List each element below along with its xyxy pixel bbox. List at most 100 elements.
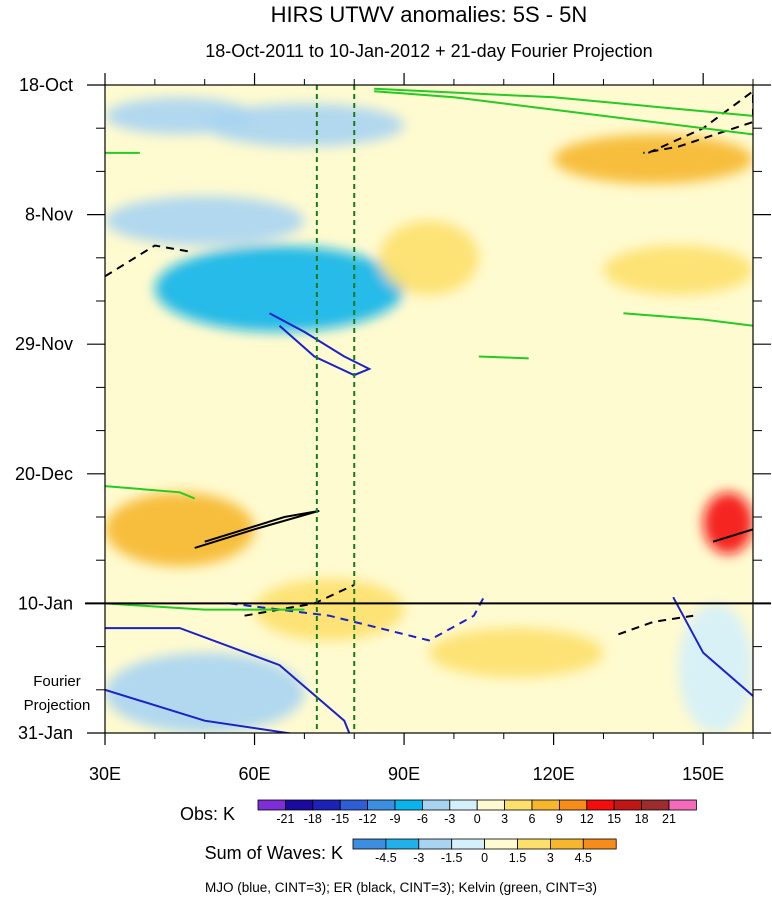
- obs-bar-swatch: [531, 799, 560, 811]
- waves-bar-level-label: 1.5: [509, 851, 526, 865]
- obs-bar-level-label: 9: [556, 812, 563, 826]
- waves-bar-level-label: 0: [481, 851, 488, 865]
- obs-bar-swatch: [394, 799, 423, 811]
- waves-colorbar-label: Sum of Waves: K: [205, 843, 343, 863]
- obs-bar-level-label: -3: [444, 812, 455, 826]
- anomaly-band-8: [105, 492, 255, 567]
- waves-bar-level-label: 3: [547, 851, 554, 865]
- obs-bar-level-label: 21: [662, 812, 676, 826]
- anomaly-field: [105, 97, 753, 733]
- anomaly-band-2: [204, 103, 405, 147]
- anomaly-band-13: [678, 603, 753, 733]
- obs-bar-swatch: [449, 799, 478, 811]
- obs-bar-swatch: [339, 799, 369, 811]
- mjo-contour-4: [229, 596, 485, 642]
- x-tick-label: 120E: [533, 764, 575, 784]
- kelvin-contour-6: [478, 355, 529, 360]
- obs-bar-level-label: 3: [501, 812, 508, 826]
- waves-bar-swatch: [550, 838, 584, 850]
- obs-bar-level-label: -12: [359, 812, 377, 826]
- obs-bar-level-label: 12: [580, 812, 594, 826]
- y-tick-label: 29-Nov: [15, 334, 73, 354]
- obs-bar-level-label: -9: [389, 812, 400, 826]
- obs-bar-swatch: [367, 799, 396, 811]
- obs-bar-level-label: 6: [529, 812, 536, 826]
- y-axis: 18-Oct 8-Nov 29-Nov 20-Dec 10-Jan 31-Jan: [15, 75, 771, 743]
- obs-colorbar-label: Obs: K: [180, 804, 235, 824]
- waves-bar-level-label: -1.5: [441, 851, 463, 865]
- waves-bar-swatch: [418, 838, 453, 850]
- contours-legend: MJO (blue, CINT=3); ER (black, CINT=3); …: [205, 880, 597, 895]
- mjo-contour-2: [105, 688, 295, 733]
- projection-label-1: Fourier: [33, 673, 81, 690]
- obs-bar-swatch: [421, 799, 451, 811]
- plot-frame: [104, 84, 754, 734]
- mjo-contour-5: [672, 596, 753, 697]
- mjo-contour-3: [105, 627, 351, 733]
- chart-title: HIRS UTWV anomalies: 5S - 5N: [271, 2, 588, 27]
- obs-bar-swatch: [613, 799, 643, 811]
- obs-bar-swatch: [257, 799, 286, 811]
- kelvin-contour-2: [374, 87, 753, 117]
- obs-bar-level-label: 18: [635, 812, 649, 826]
- x-axis: 30E 60E 90E 120E 150E: [89, 73, 754, 784]
- obs-bar-swatch: [504, 799, 533, 811]
- y-tick-label: 8-Nov: [25, 205, 73, 225]
- waves-bar-swatch: [484, 838, 518, 850]
- anomaly-band-9: [703, 492, 753, 555]
- obs-colorbar: -21 -18 -15 -12 -9 -6 -3 0 3 6 9 12 15 18 21: [257, 799, 697, 826]
- plot-area: [105, 85, 753, 733]
- projection-label-2: Projection: [24, 697, 91, 714]
- y-tick-label: 18-Oct: [19, 75, 73, 95]
- anomaly-band-10: [254, 578, 405, 641]
- obs-bar-swatch: [668, 799, 697, 811]
- obs-bar-swatch: [559, 799, 588, 811]
- anomaly-band-7: [603, 245, 753, 295]
- anomaly-band-12: [429, 628, 604, 678]
- waves-bar-level-label: 4.5: [575, 851, 592, 865]
- x-tick-label: 60E: [239, 764, 271, 784]
- obs-bar-level-label: 0: [474, 812, 481, 826]
- waves-bar-level-label: -4.5: [375, 851, 397, 865]
- waves-bar-swatch: [451, 838, 486, 850]
- y-tick-label: 20-Dec: [15, 464, 73, 484]
- anomaly-band-6: [379, 220, 479, 295]
- waves-bar-swatch: [582, 838, 617, 850]
- kelvin-contour-3: [623, 312, 753, 327]
- obs-bar-swatch: [476, 799, 506, 811]
- chart-subtitle: 18-Oct-2011 to 10-Jan-2012 + 21-day Four…: [205, 41, 652, 61]
- waves-colorbar: -4.5 -3 -1.5 0 1.5 3 4.5: [352, 838, 617, 865]
- obs-bar-level-label: 15: [607, 812, 621, 826]
- waves-bar-swatch: [352, 838, 387, 850]
- obs-bar-swatch: [586, 799, 615, 811]
- y-tick-label: 10-Jan: [18, 593, 73, 613]
- anomaly-band-11: [105, 652, 305, 733]
- obs-bar-swatch: [284, 799, 314, 811]
- x-tick-label: 30E: [89, 764, 121, 784]
- waves-bar-swatch: [385, 838, 420, 850]
- reference-lines: [315, 85, 356, 733]
- waves-bar-level-label: -3: [413, 851, 424, 865]
- anomaly-band-4: [105, 196, 305, 246]
- y-tick-label: 31-Jan: [18, 723, 73, 743]
- obs-bar-level-label: -6: [417, 812, 428, 826]
- kelvin-contour-5: [105, 602, 305, 611]
- anomaly-band-3: [553, 134, 753, 184]
- mjo-contour-1: [269, 312, 372, 377]
- er-contour-5: [618, 614, 694, 636]
- obs-bar-level-label: -21: [276, 812, 294, 826]
- kelvin-contour-1: [374, 90, 753, 136]
- obs-bar-swatch: [641, 799, 670, 811]
- obs-bar-level-label: -18: [304, 812, 322, 826]
- waves-bar-swatch: [517, 838, 551, 850]
- x-tick-label: 150E: [682, 764, 724, 784]
- x-tick-label: 90E: [388, 764, 420, 784]
- er-contour-3: [105, 244, 190, 278]
- er-contour-1: [194, 509, 320, 549]
- obs-bar-level-label: -15: [331, 812, 349, 826]
- anomaly-band-5: [154, 245, 405, 332]
- obs-bar-swatch: [312, 799, 341, 811]
- kelvin-contour-4: [105, 485, 196, 500]
- er-contour-6: [712, 528, 753, 543]
